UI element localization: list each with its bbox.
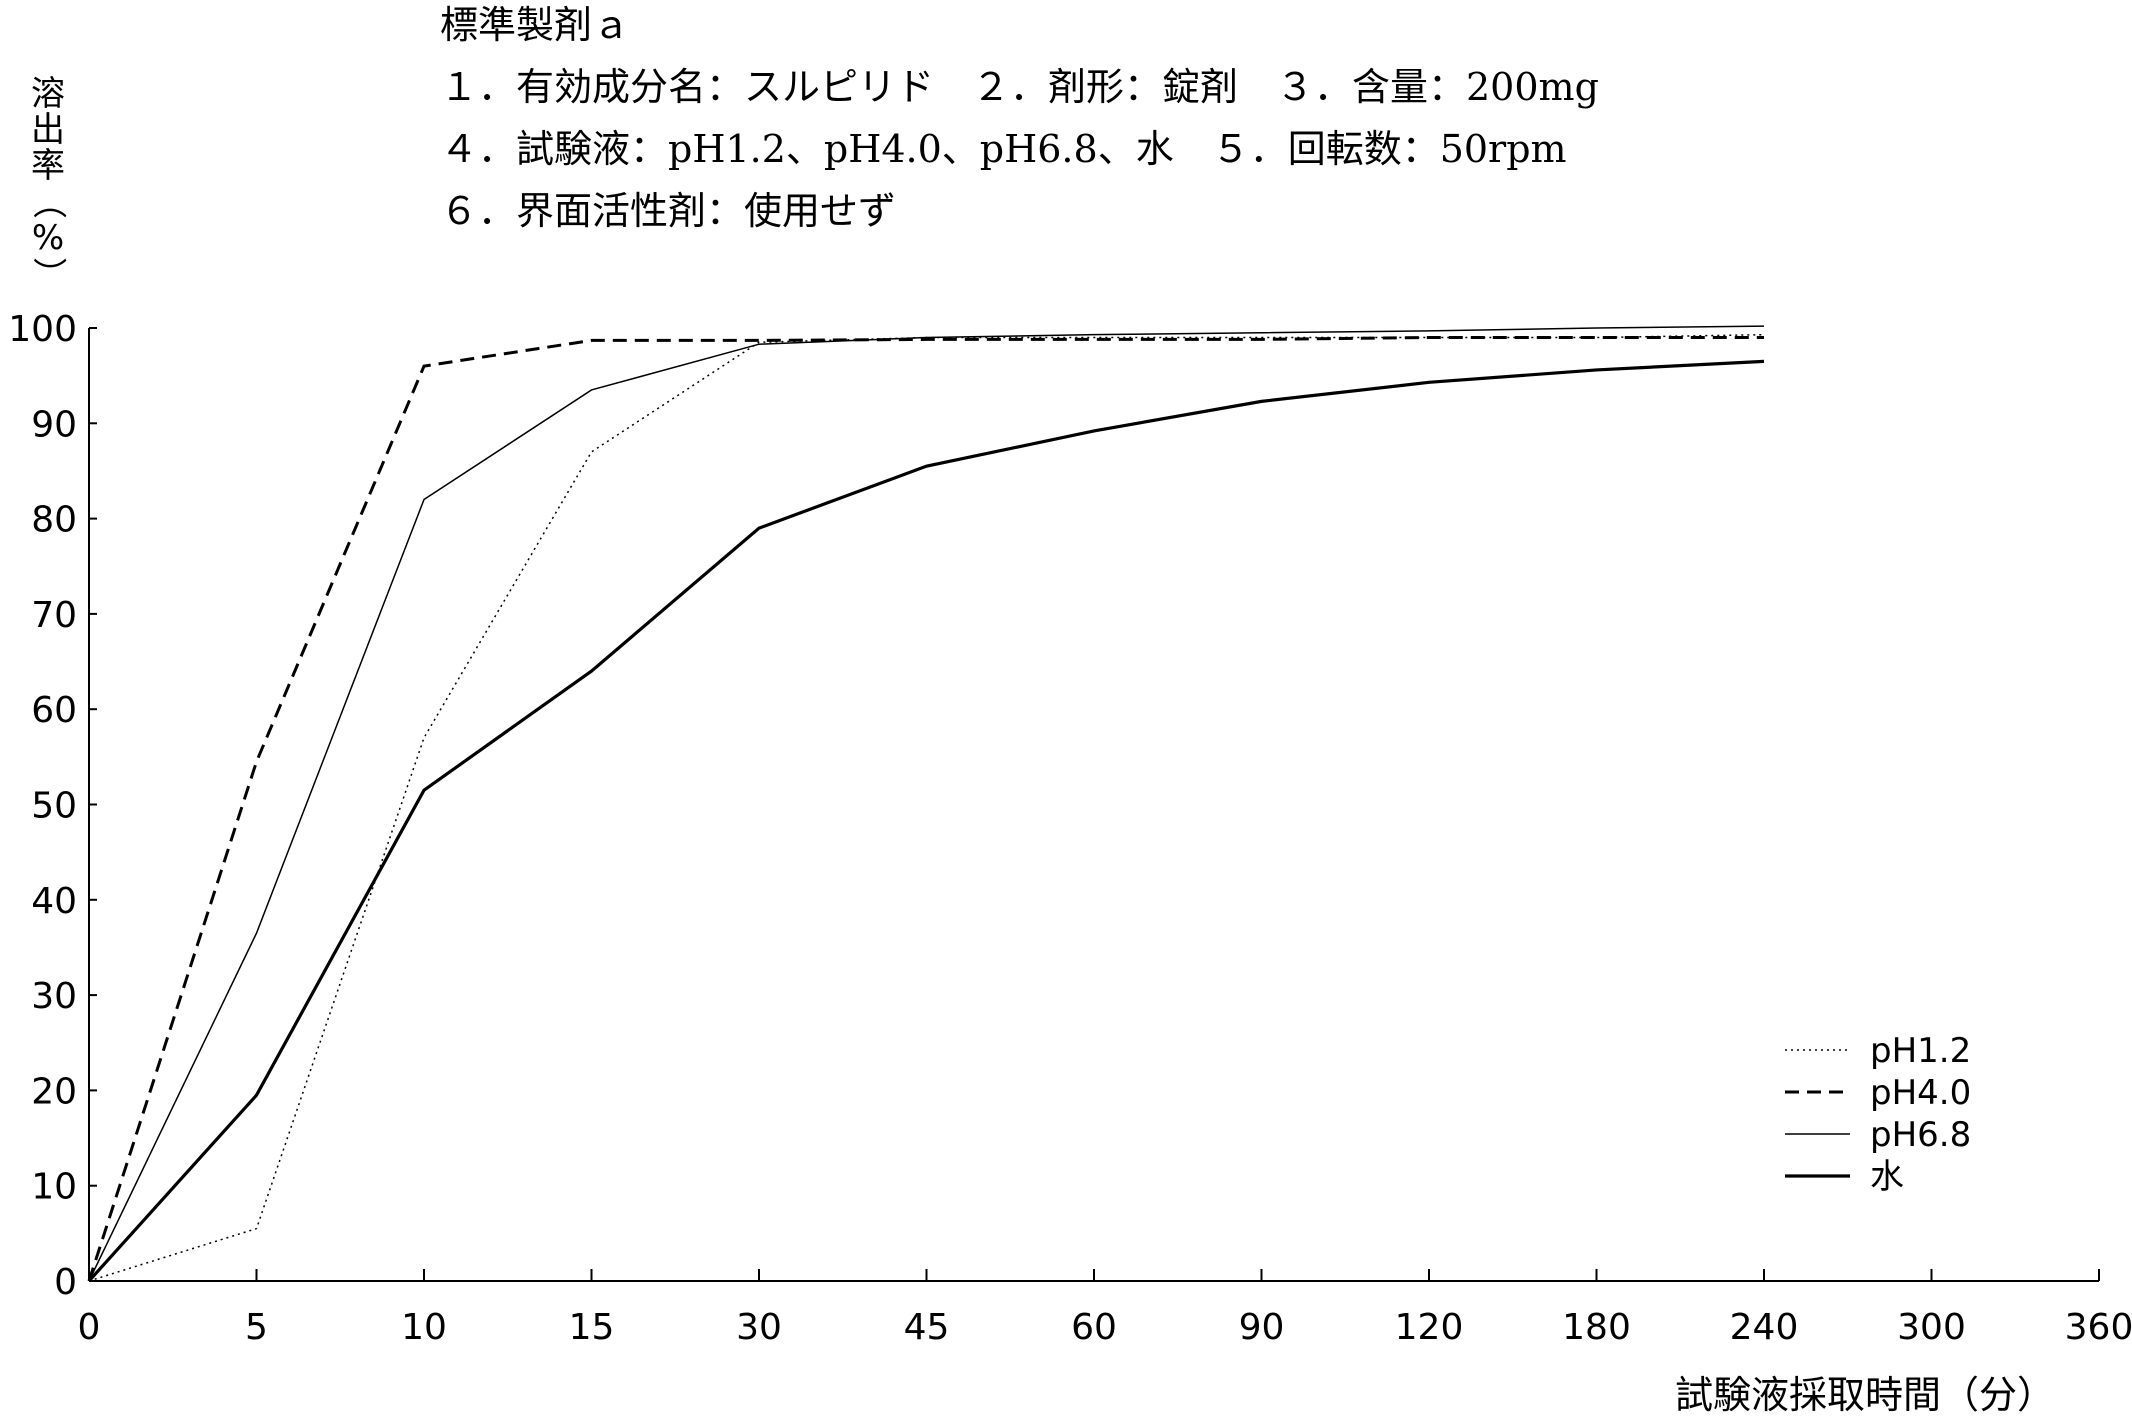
y-tick-label: 10 [31,1167,77,1208]
x-tick-label: 5 [245,1307,268,1348]
x-tick-label: 60 [1071,1307,1117,1348]
x-tick-label: 300 [1897,1307,1966,1348]
series-line-pH6.8 [88,325,1765,1282]
x-tick-label: 90 [1239,1307,1285,1348]
y-axis-label-char: % [31,218,65,258]
x-tick-label: 10 [401,1307,447,1348]
y-axis-label: 溶 出 率 （ % ） [26,76,70,292]
y-tick-label: 30 [31,976,77,1017]
y-axis-label-char: 率 [31,146,65,186]
condition-line-2: ４．試験液：pH1.2、pH4.0、pH6.8、水 ５．回転数：50rpm [440,127,1567,171]
condition-line-3: ６．界面活性剤：使用せず [440,189,897,233]
y-tick-label: 40 [31,881,77,922]
x-tick-label: 45 [904,1307,950,1348]
y-tick-label: 60 [31,690,77,731]
y-tick-label: 80 [31,500,77,541]
series-line-pH4.0 [87,336,1764,1282]
legend-label: pH1.2 [1870,1031,1971,1071]
legend-label: 水 [1870,1157,1904,1197]
y-axis-label-char: 溶 [31,74,65,114]
x-axis-label: 試験液採取時間（分） [1675,1373,2055,1417]
condition-line-1: １．有効成分名：スルピリド ２．剤形：錠剤 ３．含量：200mg [440,65,1599,109]
y-tick-label: 70 [31,595,77,636]
x-tick-label: 180 [1562,1307,1631,1348]
chart-title: 標準製剤ａ [440,3,631,47]
y-tick-label: 20 [31,1071,77,1112]
y-tick-label: 0 [54,1262,77,1303]
x-tick-label: 30 [736,1307,782,1348]
legend-label: pH6.8 [1870,1115,1971,1155]
x-tick-label: 0 [78,1307,101,1348]
x-tick-label: 360 [2065,1307,2132,1348]
y-axis-label-char: 出 [31,110,65,150]
y-tick-label: 90 [31,404,77,445]
legend-label: pH4.0 [1870,1073,1971,1113]
series-line-pH1.2 [88,333,1765,1282]
x-tick-label: 120 [1395,1307,1464,1348]
x-tick-label: 15 [569,1307,615,1348]
y-tick-label: 100 [8,309,77,350]
x-tick-label: 240 [1730,1307,1799,1348]
series-line-水 [87,359,1765,1283]
y-tick-label: 50 [31,786,77,827]
